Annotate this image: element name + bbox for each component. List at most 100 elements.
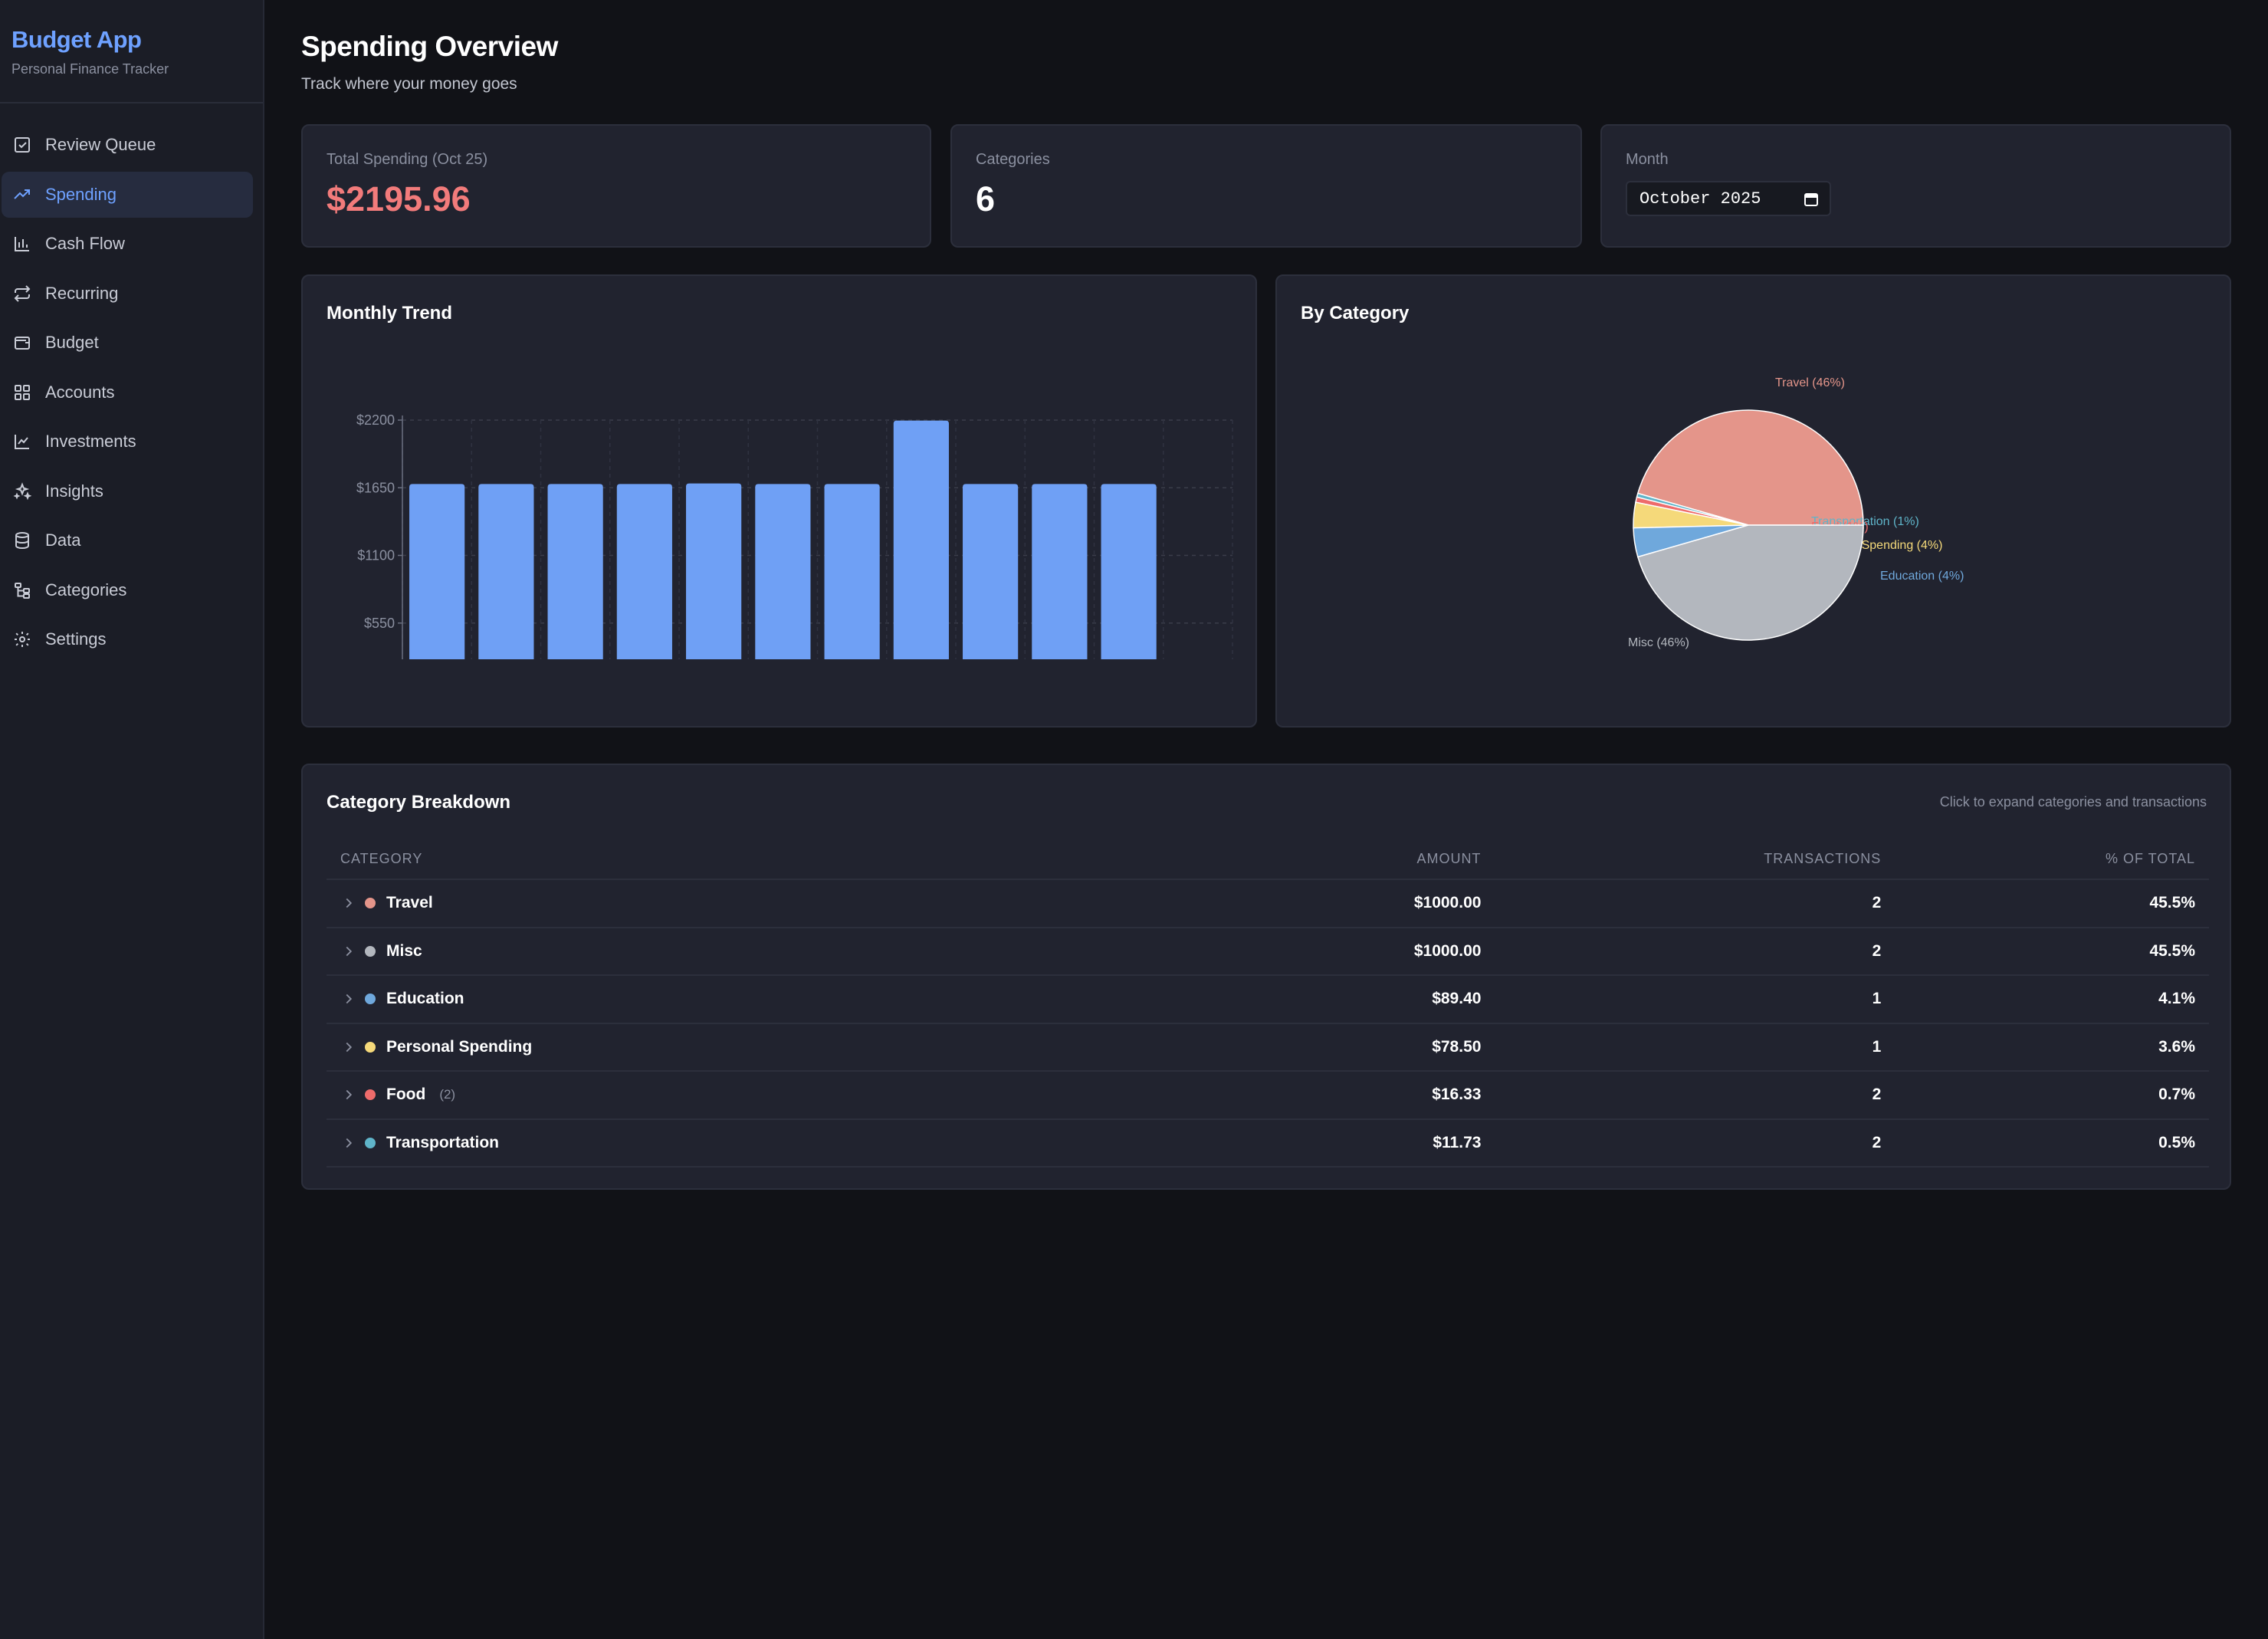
y-tick-label: $550 <box>364 616 395 631</box>
breakdown-table: CATEGORY AMOUNT TRANSACTIONS % OF TOTAL … <box>327 839 2209 1168</box>
by-category-card: By Category Travel (46%) Transportation (… <box>1275 274 2231 728</box>
chevron-right-icon[interactable] <box>340 1086 357 1103</box>
category-color-dot <box>365 994 376 1005</box>
table-row[interactable]: Food (2) $16.33 2 0.7% <box>327 1072 2209 1120</box>
bar <box>824 484 880 659</box>
header-amount[interactable]: AMOUNT <box>1416 850 1482 866</box>
bar <box>1101 484 1157 659</box>
sidebar-item-categories[interactable]: Categories <box>2 567 253 613</box>
app-subtitle: Personal Finance Tracker <box>11 61 169 77</box>
brand: Budget App Personal Finance Tracker <box>0 0 263 103</box>
amount-cell: $16.33 <box>1432 1086 1482 1104</box>
table-row[interactable]: Personal Spending $78.50 1 3.6% <box>327 1024 2209 1072</box>
bar <box>547 484 603 659</box>
transactions-cell: 1 <box>1872 1037 1882 1056</box>
month-label: Month <box>1626 151 1669 168</box>
sidebar-item-label: Budget <box>45 333 99 352</box>
app-title[interactable]: Budget App <box>11 26 142 53</box>
header-pct[interactable]: % OF TOTAL <box>2105 850 2195 866</box>
calendar-icon[interactable] <box>1804 192 1819 207</box>
transactions-cell: 2 <box>1872 1086 1882 1104</box>
bar <box>755 484 811 659</box>
pct-cell: 4.1% <box>2158 990 2195 1008</box>
table-row[interactable]: Misc $1000.00 2 45.5% <box>327 928 2209 976</box>
table-row[interactable]: Education $89.40 1 4.1% <box>327 976 2209 1024</box>
pct-cell: 45.5% <box>2149 894 2195 912</box>
sidebar-item-label: Review Queue <box>45 135 156 154</box>
pct-cell: 3.6% <box>2158 1037 2195 1056</box>
table-row[interactable]: Transportation $11.73 2 0.5% <box>327 1120 2209 1168</box>
sidebar-item-label: Recurring <box>45 283 119 303</box>
month-card: Month October 2025 <box>1600 124 2231 248</box>
chevron-right-icon[interactable] <box>340 943 357 960</box>
sidebar-nav: Review Queue Spending Cash Flow Recurring Bu… <box>0 103 263 662</box>
sidebar-item-label: Settings <box>45 629 107 649</box>
breakdown-hint: Click to expand categories and transacti… <box>1939 794 2207 810</box>
amount-cell: $78.50 <box>1432 1037 1482 1056</box>
chevron-right-icon[interactable] <box>340 990 357 1007</box>
category-color-dot <box>365 1089 376 1101</box>
header-transactions[interactable]: TRANSACTIONS <box>1764 850 1882 866</box>
monthly-trend-chart: $0$550$1100$1650$2200Mar 25Apr 25May 25J… <box>356 412 1233 659</box>
sidebar: Budget App Personal Finance Tracker Revi… <box>0 0 264 1639</box>
y-tick-label: $2200 <box>356 412 395 428</box>
bar <box>963 484 1019 659</box>
y-tick-label: $1100 <box>357 548 395 563</box>
pie-label: Education (4%) <box>1880 570 1964 583</box>
pie-slice <box>1636 524 1864 641</box>
sparkles-icon <box>13 481 31 501</box>
pct-cell: 0.5% <box>2158 1133 2195 1151</box>
sidebar-item-recurring[interactable]: Recurring <box>2 271 253 317</box>
category-count: (2) <box>439 1087 456 1102</box>
category-cell: Transportation <box>327 1134 918 1152</box>
sidebar-item-accounts[interactable]: Accounts <box>2 370 253 415</box>
category-name: Food <box>386 1086 426 1104</box>
month-value: October 2025 <box>1639 189 1761 209</box>
sidebar-item-data[interactable]: Data <box>2 517 253 563</box>
bar <box>409 484 465 659</box>
line-chart-icon <box>13 432 31 451</box>
pie-slice <box>1636 409 1864 526</box>
sidebar-item-review-queue[interactable]: Review Queue <box>2 122 253 168</box>
grid-icon <box>13 383 31 402</box>
categories-label: Categories <box>976 151 1050 168</box>
categories-count: 6 <box>976 179 996 218</box>
by-category-title: By Category <box>1301 303 1410 324</box>
sidebar-item-settings[interactable]: Settings <box>2 616 253 662</box>
month-picker[interactable]: October 2025 <box>1626 181 1831 216</box>
sidebar-item-label: Data <box>45 530 81 550</box>
bar <box>686 483 742 659</box>
header-category[interactable]: CATEGORY <box>340 850 423 866</box>
y-tick-label: $1650 <box>356 480 395 495</box>
chevron-right-icon[interactable] <box>340 1135 357 1151</box>
transactions-cell: 2 <box>1872 1133 1882 1151</box>
chevron-right-icon[interactable] <box>340 1039 357 1056</box>
sidebar-item-label: Cash Flow <box>45 234 125 253</box>
bar <box>1032 484 1088 659</box>
category-cell: Misc <box>327 942 918 961</box>
amount-cell: $1000.00 <box>1413 894 1482 912</box>
transactions-cell: 2 <box>1872 941 1882 960</box>
sidebar-item-cash-flow[interactable]: Cash Flow <box>2 221 253 267</box>
sidebar-item-investments[interactable]: Investments <box>2 419 253 465</box>
sidebar-item-insights[interactable]: Insights <box>2 468 253 514</box>
category-cell: Education <box>327 990 918 1008</box>
repeat-icon <box>13 284 31 303</box>
amount-cell: $11.73 <box>1433 1133 1482 1151</box>
sidebar-item-budget[interactable]: Budget <box>2 320 253 366</box>
monthly-trend-title: Monthly Trend <box>327 303 452 324</box>
table-body: Travel $1000.00 2 45.5% Misc $1000.00 2 45.5% Ed… <box>327 880 2209 1168</box>
by-category-chart: Travel (46%)Transportation (1%)Food (1%)… <box>1628 376 1964 649</box>
tree-icon <box>13 581 31 599</box>
sidebar-item-spending[interactable]: Spending <box>2 171 253 218</box>
sidebar-item-label: Spending <box>45 184 117 204</box>
page-subtitle: Track where your money goes <box>301 75 517 93</box>
total-spending-card: Total Spending (Oct 25) $2195.96 <box>301 124 931 248</box>
chevron-right-icon[interactable] <box>340 895 357 911</box>
pie-label: Travel (46%) <box>1775 376 1845 389</box>
sidebar-item-label: Insights <box>45 481 103 501</box>
transactions-cell: 1 <box>1872 990 1882 1008</box>
table-row[interactable]: Travel $1000.00 2 45.5% <box>327 880 2209 928</box>
category-color-dot <box>365 945 376 957</box>
category-color-dot <box>365 1041 376 1053</box>
